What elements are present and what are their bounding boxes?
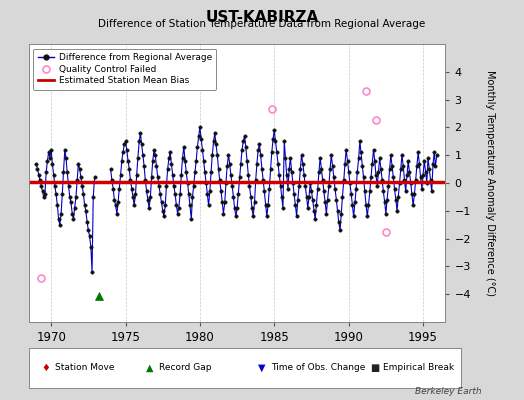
Text: Difference of Station Temperature Data from Regional Average: Difference of Station Temperature Data f… xyxy=(99,19,425,29)
Text: ▼: ▼ xyxy=(258,363,266,373)
Text: Berkeley Earth: Berkeley Earth xyxy=(416,387,482,396)
Text: ■: ■ xyxy=(370,363,379,373)
Text: ▲: ▲ xyxy=(146,363,153,373)
Text: UST-KABIRZA: UST-KABIRZA xyxy=(205,10,319,25)
Y-axis label: Monthly Temperature Anomaly Difference (°C): Monthly Temperature Anomaly Difference (… xyxy=(485,70,495,296)
Text: Time of Obs. Change: Time of Obs. Change xyxy=(271,364,365,372)
Legend: Difference from Regional Average, Quality Control Failed, Estimated Station Mean: Difference from Regional Average, Qualit… xyxy=(34,48,216,90)
Text: Station Move: Station Move xyxy=(55,364,114,372)
Text: Record Gap: Record Gap xyxy=(159,364,211,372)
Text: Empirical Break: Empirical Break xyxy=(384,364,454,372)
Text: ♦: ♦ xyxy=(42,363,50,373)
